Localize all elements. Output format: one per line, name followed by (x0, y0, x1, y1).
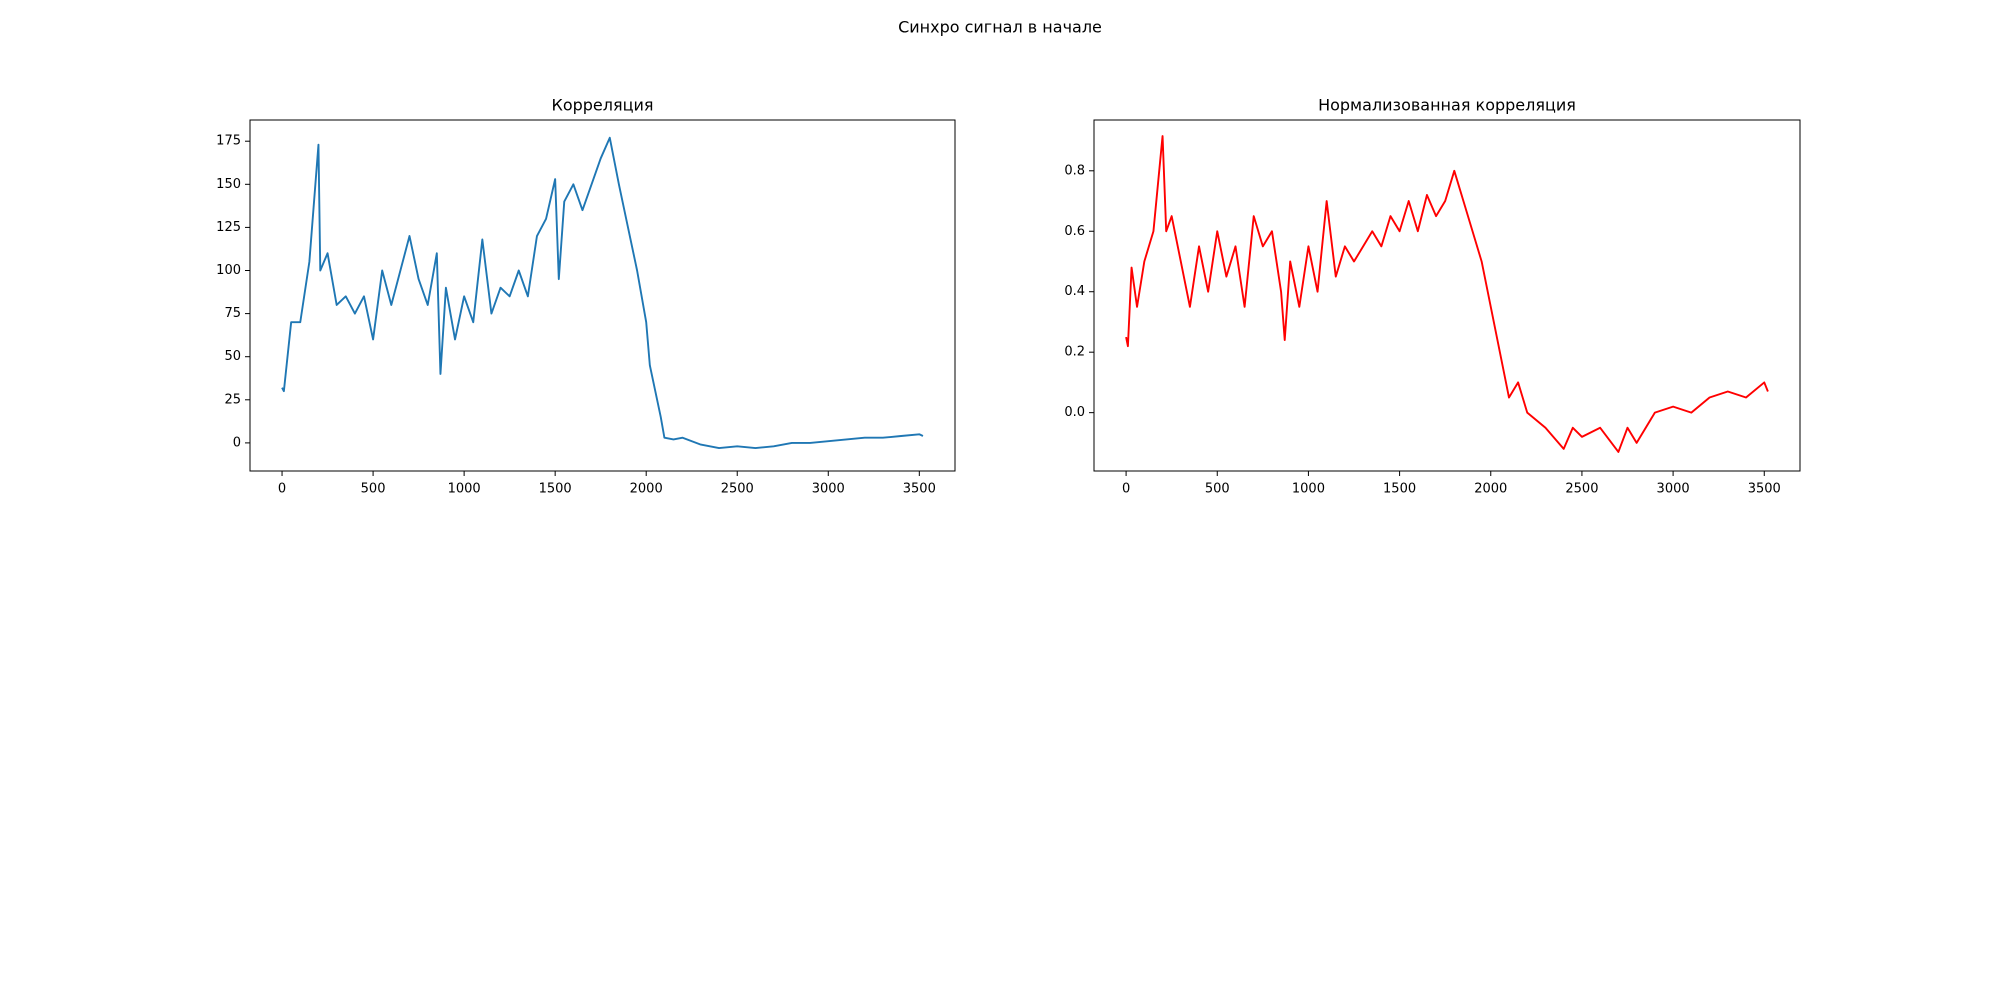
x-tick-label: 0 (1122, 482, 1130, 497)
x-tick-label: 1000 (448, 482, 481, 497)
x-tick-label: 0 (278, 482, 286, 497)
x-tick-label: 3500 (903, 482, 936, 497)
x-tick-label: 1000 (1292, 482, 1325, 497)
y-tick-label: 50 (224, 349, 241, 364)
line-series (1125, 135, 1769, 453)
figure-title: Синхро сигнал в начале (898, 18, 1102, 37)
y-tick-label: 100 (216, 263, 241, 278)
x-tick-label: 500 (361, 482, 386, 497)
x-tick-label: 500 (1205, 482, 1230, 497)
y-tick-label: 0.6 (1064, 224, 1085, 239)
y-tick-label: 0.0 (1064, 405, 1085, 420)
y-tick-label: 150 (216, 177, 241, 192)
axes-title: Корреляция (551, 96, 653, 115)
y-tick-label: 0.8 (1064, 163, 1085, 178)
x-tick-label: 3500 (1748, 482, 1781, 497)
y-tick-label: 75 (224, 306, 241, 321)
axes-title: Нормализованная корреляция (1318, 96, 1576, 115)
y-tick-label: 125 (216, 220, 241, 235)
x-tick-label: 2000 (1474, 482, 1507, 497)
axes-frame (1093, 119, 1801, 472)
line-series (281, 136, 924, 450)
axes-frame (249, 119, 956, 472)
x-tick-label: 2500 (1565, 482, 1598, 497)
y-tick-label: 175 (216, 134, 241, 149)
x-tick-label: 2500 (721, 482, 754, 497)
y-tick-label: 25 (224, 392, 241, 407)
y-tick-label: 0.4 (1064, 284, 1085, 299)
x-tick-label: 2000 (630, 482, 663, 497)
x-tick-label: 3000 (1657, 482, 1690, 497)
y-tick-label: 0 (233, 435, 241, 450)
x-tick-label: 1500 (1383, 482, 1416, 497)
x-tick-label: 1500 (539, 482, 572, 497)
x-tick-label: 3000 (812, 482, 845, 497)
y-tick-label: 0.2 (1064, 345, 1085, 360)
